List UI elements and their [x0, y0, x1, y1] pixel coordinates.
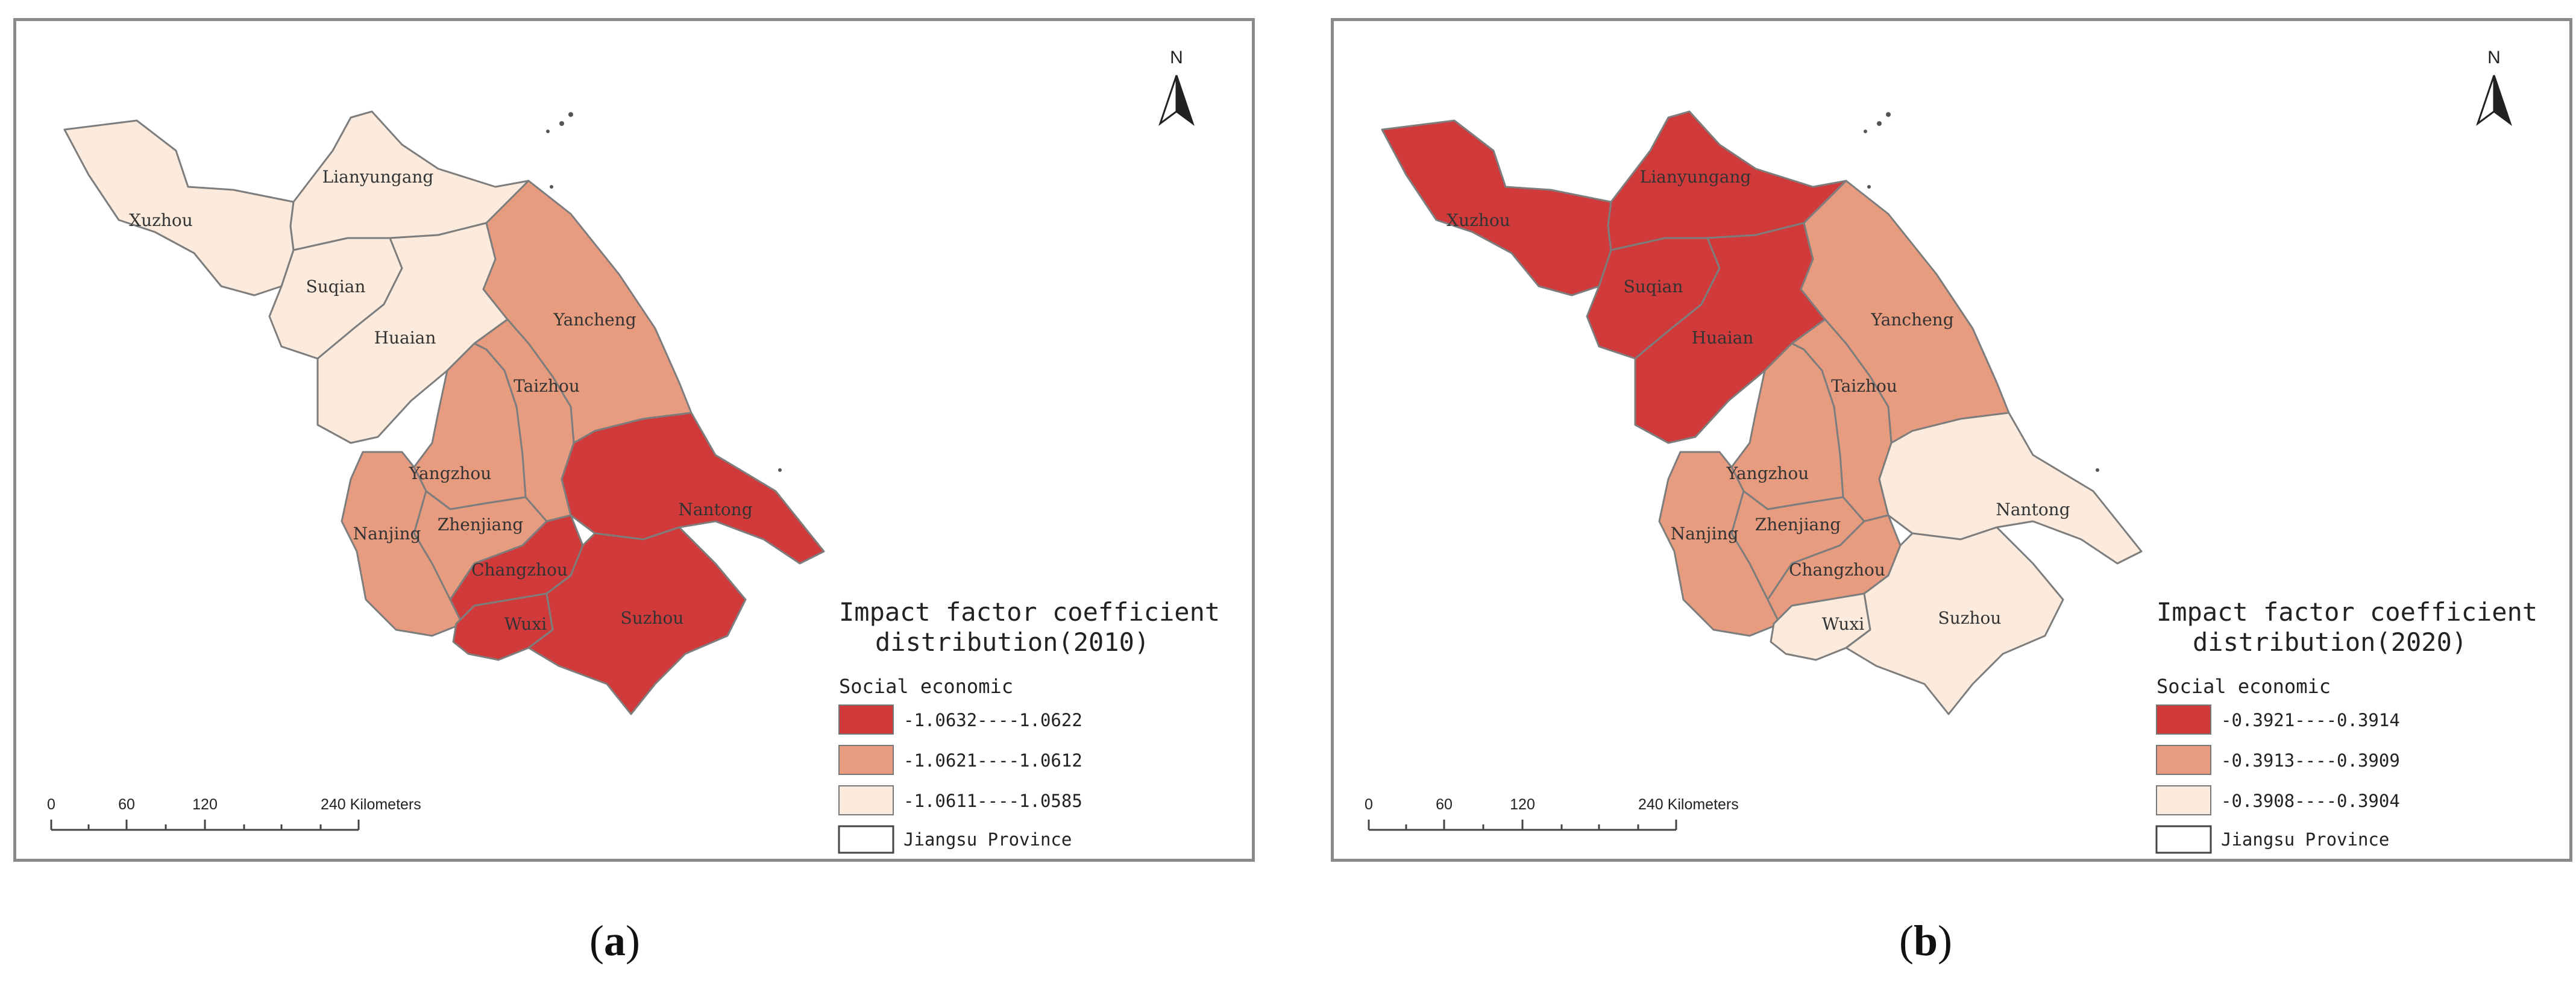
label-suzhou: Suzhou [1938, 608, 2002, 628]
label-changzhou: Changzhou [471, 560, 568, 580]
map-a-regions [63, 110, 825, 715]
label-suzhou: Suzhou [621, 608, 684, 628]
label-lianyungang: Lianyungang [322, 167, 434, 187]
legend-label-1: -0.3913----0.3909 [2221, 750, 2400, 771]
legend-subtitle: Social economic [2157, 675, 2331, 698]
label-zhenjiang: Zhenjiang [438, 515, 523, 535]
label-wuxi: Wuxi [504, 614, 547, 634]
region-xuzhou [1381, 119, 1612, 296]
legend-title-line1: Impact factor coefficient [2157, 597, 2537, 627]
label-taizhou: Taizhou [514, 376, 580, 396]
legend-label-2: -0.3908----0.3904 [2221, 791, 2400, 811]
label-huaian: Huaian [1692, 328, 1754, 348]
scale-bar-a: 0 60 120 240 Kilometers [47, 796, 421, 831]
label-changzhou: Changzhou [1789, 560, 1885, 580]
map-a-islands [546, 112, 782, 472]
legend-title-line2: distribution(2020) [2193, 627, 2467, 657]
panel-caption-a: (a) [589, 917, 640, 965]
north-label: N [2487, 48, 2501, 67]
legend-label-0: -0.3921----0.3914 [2221, 710, 2400, 730]
label-yancheng: Yancheng [553, 310, 636, 330]
label-lianyungang: Lianyungang [1640, 167, 1751, 187]
scale-tick-2: 120 [1510, 796, 1535, 813]
label-xuzhou: Xuzhou [1447, 210, 1510, 230]
scale-tick-2: 120 [192, 796, 218, 813]
label-taizhou: Taizhou [1831, 376, 1897, 396]
label-nantong: Nantong [678, 500, 752, 519]
legend-b: Impact factor coefficient distribution(2… [2155, 597, 2537, 854]
legend-swatch-2 [838, 785, 894, 815]
legend-label-0: -1.0632----1.0622 [903, 710, 1082, 730]
map-b-islands [1864, 112, 2099, 472]
scale-tick-3: 240 Kilometers [321, 796, 421, 813]
legend-title-line2: distribution(2010) [875, 627, 1149, 657]
north-arrow-icon: N [2476, 48, 2512, 127]
region-xuzhou [63, 119, 295, 296]
label-suqian: Suqian [1624, 277, 1683, 296]
label-nantong: Nantong [1996, 500, 2070, 519]
region-nantong [561, 412, 825, 565]
map-a-svg: Xuzhou Lianyungang Suqian Huaian Yanchen… [47, 48, 1220, 854]
label-yancheng: Yancheng [1870, 310, 1953, 330]
legend-boundary-label: Jiangsu Province [2221, 829, 2389, 850]
label-suqian: Suqian [306, 277, 366, 296]
legend-swatch-1 [838, 745, 894, 775]
panel-caption-b-letter: b [1913, 917, 1938, 965]
scale-tick-0: 0 [47, 796, 55, 813]
map-b-svg: Xuzhou Lianyungang Suqian Huaian Yanchen… [1365, 48, 2537, 854]
scale-tick-0: 0 [1365, 796, 1373, 813]
map-panel-b: Xuzhou Lianyungang Suqian Huaian Yanchen… [1331, 18, 2572, 862]
label-nanjing: Nanjing [353, 524, 421, 544]
region-suzhou [1845, 526, 2064, 715]
label-zhenjiang: Zhenjiang [1755, 515, 1841, 535]
legend-swatch-0 [2156, 704, 2211, 735]
label-wuxi: Wuxi [1822, 614, 1864, 634]
map-a-labels: Xuzhou Lianyungang Suqian Huaian Yanchen… [129, 167, 753, 634]
label-xuzhou: Xuzhou [129, 210, 193, 230]
legend-boundary-label: Jiangsu Province [903, 829, 1072, 850]
north-arrow-icon: N [1158, 48, 1195, 127]
legend-swatch-1 [2156, 745, 2211, 775]
scale-bar-b: 0 60 120 240 Kilometers [1365, 796, 1739, 831]
legend-swatch-0 [838, 704, 894, 735]
label-yangzhou: Yangzhou [1726, 463, 1809, 483]
legend-boundary-swatch [2155, 825, 2212, 854]
label-nanjing: Nanjing [1671, 524, 1739, 544]
region-nantong [1878, 412, 2143, 565]
north-label: N [1170, 48, 1183, 67]
legend-label-2: -1.0611----1.0585 [903, 791, 1082, 811]
scale-tick-3: 240 Kilometers [1638, 796, 1739, 813]
legend-boundary-swatch [838, 825, 894, 854]
panel-caption-b: (b) [1899, 917, 1952, 965]
label-huaian: Huaian [374, 328, 436, 348]
legend-subtitle: Social economic [839, 675, 1013, 698]
legend-label-1: -1.0621----1.0612 [903, 750, 1082, 771]
legend-title-line1: Impact factor coefficient [839, 597, 1220, 627]
legend-swatch-2 [2156, 785, 2211, 815]
map-b-labels: Xuzhou Lianyungang Suqian Huaian Yanchen… [1447, 167, 2070, 634]
legend-a: Impact factor coefficient distribution(2… [838, 597, 1220, 854]
label-yangzhou: Yangzhou [409, 463, 492, 483]
region-suzhou [527, 526, 747, 715]
scale-tick-1: 60 [118, 796, 135, 813]
scale-tick-1: 60 [1436, 796, 1453, 813]
map-b-regions [1381, 110, 2143, 715]
map-panel-a: Xuzhou Lianyungang Suqian Huaian Yanchen… [13, 18, 1255, 862]
panel-caption-a-letter: a [604, 917, 626, 965]
